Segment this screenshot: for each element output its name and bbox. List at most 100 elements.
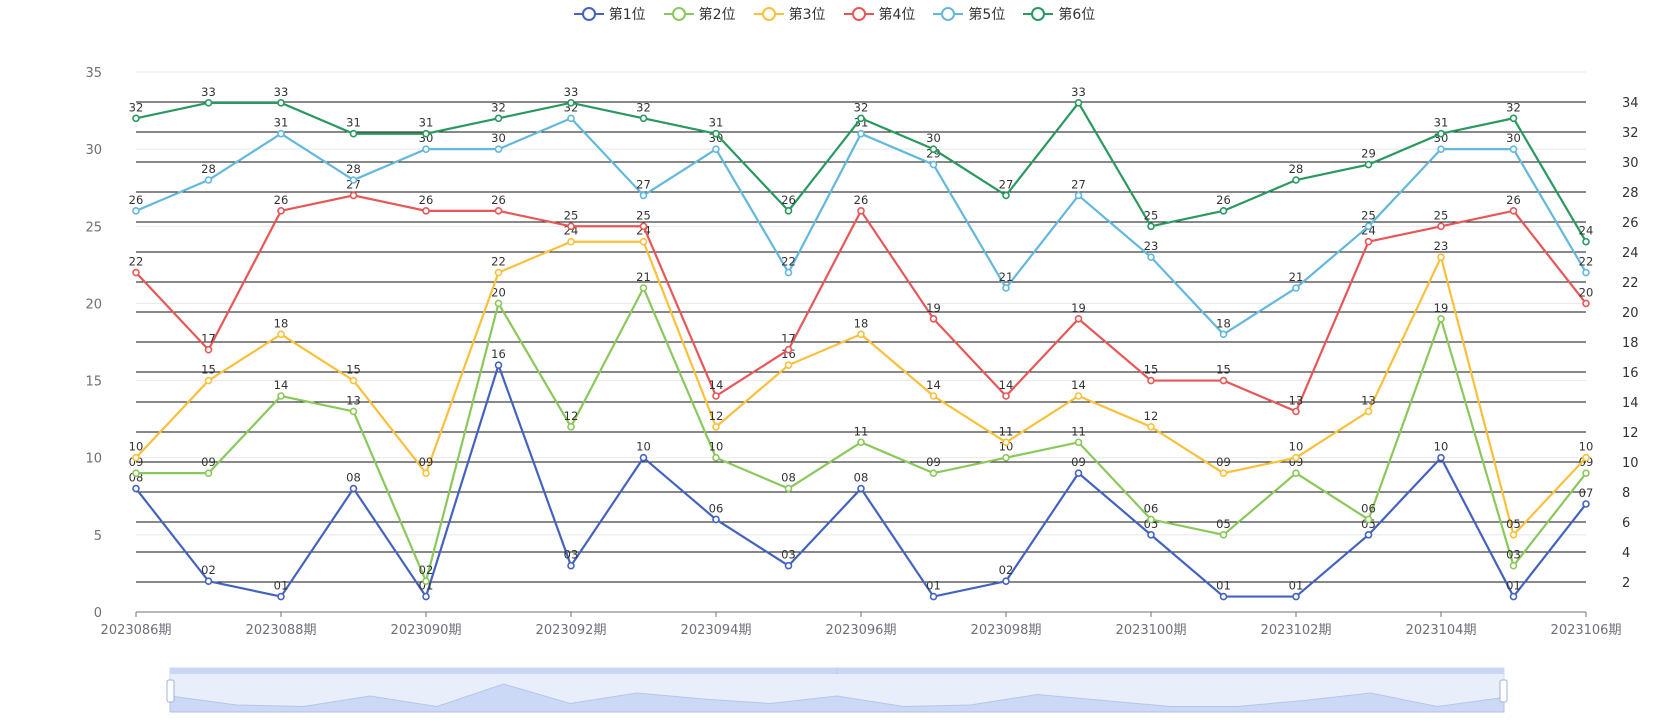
- data-point[interactable]: [494, 207, 503, 215]
- data-point[interactable]: [929, 315, 938, 323]
- data-point[interactable]: [204, 469, 213, 477]
- data-point[interactable]: [1582, 500, 1590, 508]
- data-point[interactable]: [784, 345, 793, 354]
- data-point[interactable]: [494, 299, 503, 308]
- data-point[interactable]: [422, 592, 430, 601]
- data-point[interactable]: [494, 361, 503, 369]
- data-point[interactable]: [1437, 129, 1445, 138]
- data-point[interactable]: [1509, 114, 1518, 123]
- legend-item-5[interactable]: 第5位: [933, 4, 1005, 24]
- legend-item-1[interactable]: 第1位: [573, 4, 646, 24]
- data-point[interactable]: [1219, 469, 1228, 477]
- legend-item-6[interactable]: 第6位: [1023, 4, 1095, 24]
- data-point[interactable]: [929, 469, 938, 477]
- data-point[interactable]: [712, 515, 720, 524]
- data-point[interactable]: [1364, 237, 1373, 246]
- data-point[interactable]: [422, 469, 430, 477]
- data-point[interactable]: [1074, 99, 1083, 107]
- data-point[interactable]: [204, 99, 213, 107]
- data-point[interactable]: [277, 99, 285, 107]
- data-point[interactable]: [1292, 453, 1300, 462]
- data-point[interactable]: [1437, 145, 1445, 153]
- data-point[interactable]: [422, 129, 430, 138]
- data-point[interactable]: [712, 392, 720, 400]
- data-point[interactable]: [639, 237, 648, 246]
- data-point[interactable]: [639, 222, 648, 231]
- data-point[interactable]: [1002, 438, 1010, 447]
- data-point[interactable]: [1509, 207, 1518, 215]
- data-point[interactable]: [1074, 315, 1083, 323]
- data-point[interactable]: [784, 268, 793, 277]
- data-point[interactable]: [1002, 392, 1010, 400]
- data-point[interactable]: [567, 561, 575, 570]
- data-point[interactable]: [494, 268, 503, 277]
- data-point[interactable]: [1147, 376, 1155, 385]
- data-point[interactable]: [712, 453, 720, 462]
- data-point[interactable]: [784, 561, 793, 570]
- zoom-grip-icon[interactable]: ⦙: [836, 667, 838, 677]
- data-point[interactable]: [567, 222, 575, 231]
- data-point[interactable]: [349, 407, 358, 416]
- data-point[interactable]: [1582, 237, 1590, 246]
- data-point[interactable]: [132, 207, 140, 215]
- data-point[interactable]: [857, 484, 865, 493]
- data-point[interactable]: [1002, 577, 1010, 585]
- data-point[interactable]: [1074, 392, 1083, 400]
- data-point[interactable]: [132, 114, 140, 123]
- data-point[interactable]: [929, 592, 938, 601]
- data-point[interactable]: [1147, 423, 1155, 431]
- zoom-handle-left[interactable]: [166, 679, 175, 703]
- data-point[interactable]: [712, 129, 720, 138]
- data-point[interactable]: [277, 330, 285, 339]
- data-point[interactable]: [567, 114, 575, 123]
- data-point[interactable]: [1002, 284, 1010, 292]
- data-point[interactable]: [784, 361, 793, 369]
- data-point[interactable]: [1292, 592, 1300, 601]
- data-point[interactable]: [1509, 145, 1518, 153]
- data-point[interactable]: [1582, 469, 1590, 477]
- data-point[interactable]: [639, 191, 648, 200]
- data-point[interactable]: [1219, 207, 1228, 215]
- data-point[interactable]: [1509, 592, 1518, 601]
- data-point[interactable]: [1147, 222, 1155, 231]
- zoom-handle-right[interactable]: [1499, 679, 1508, 703]
- data-point[interactable]: [1437, 453, 1445, 462]
- data-point[interactable]: [349, 191, 358, 200]
- data-point[interactable]: [929, 392, 938, 400]
- data-point[interactable]: [1147, 531, 1155, 539]
- data-point[interactable]: [1437, 253, 1445, 261]
- data-point[interactable]: [1509, 531, 1518, 539]
- data-point[interactable]: [857, 330, 865, 339]
- data-point[interactable]: [349, 376, 358, 385]
- data-point[interactable]: [1582, 268, 1590, 277]
- data-point[interactable]: [204, 176, 213, 184]
- data-point[interactable]: [1364, 515, 1373, 524]
- data-point[interactable]: [1002, 191, 1010, 200]
- data-point[interactable]: [857, 438, 865, 447]
- data-point[interactable]: [712, 423, 720, 431]
- zoom-top-bar[interactable]: [170, 668, 1504, 674]
- data-point[interactable]: [1582, 299, 1590, 308]
- data-point[interactable]: [1219, 592, 1228, 601]
- data-point[interactable]: [277, 392, 285, 400]
- data-point[interactable]: [929, 160, 938, 169]
- data-point[interactable]: [1292, 284, 1300, 292]
- data-point[interactable]: [1364, 222, 1373, 231]
- data-point[interactable]: [567, 237, 575, 246]
- legend-item-4[interactable]: 第4位: [843, 4, 915, 24]
- data-point[interactable]: [1364, 531, 1373, 539]
- data-point[interactable]: [1219, 330, 1228, 339]
- data-point[interactable]: [857, 207, 865, 215]
- data-point[interactable]: [1292, 407, 1300, 416]
- legend-item-3[interactable]: 第3位: [753, 4, 826, 24]
- data-point[interactable]: [1002, 453, 1010, 462]
- data-point[interactable]: [1074, 438, 1083, 447]
- data-point[interactable]: [1074, 469, 1083, 477]
- data-point[interactable]: [639, 114, 648, 123]
- data-point[interactable]: [1509, 561, 1518, 570]
- data-point[interactable]: [639, 453, 648, 462]
- data-point[interactable]: [1219, 376, 1228, 385]
- data-point[interactable]: [277, 129, 285, 138]
- data-point[interactable]: [422, 207, 430, 215]
- data-point[interactable]: [567, 423, 575, 431]
